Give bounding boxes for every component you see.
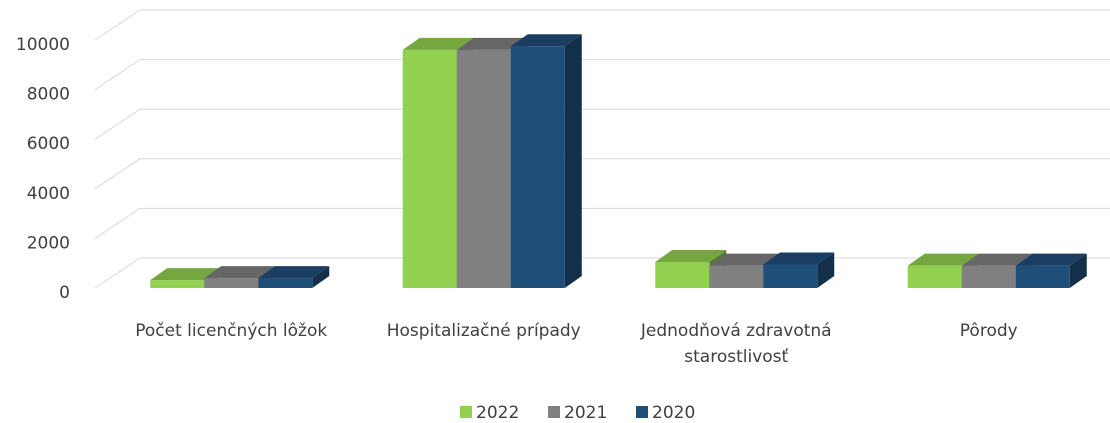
y-tick-label: 10000 bbox=[16, 35, 70, 55]
grid-line bbox=[94, 59, 1110, 91]
legend-label: 2021 bbox=[564, 403, 607, 423]
bar-face bbox=[204, 266, 276, 279]
bar-face bbox=[564, 34, 582, 289]
bar-face bbox=[709, 253, 781, 266]
legend-label: 2022 bbox=[476, 403, 519, 423]
bar bbox=[961, 253, 1033, 288]
bar bbox=[510, 34, 582, 289]
legend-label: 2020 bbox=[652, 403, 695, 423]
x-tick-label: Počet licenčných lôžok bbox=[135, 321, 328, 341]
grid-line bbox=[94, 108, 1110, 140]
bar-face bbox=[150, 268, 222, 281]
bar-face bbox=[456, 37, 528, 50]
bar-face bbox=[258, 266, 330, 279]
bar-face bbox=[1015, 253, 1087, 266]
x-tick-label: Hospitalizačné prípady bbox=[386, 321, 581, 341]
bar-face bbox=[907, 253, 979, 266]
bar-face bbox=[709, 265, 764, 288]
grid-line bbox=[94, 158, 1110, 190]
grid-line bbox=[94, 9, 1110, 41]
bar-face bbox=[655, 249, 727, 262]
bar bbox=[763, 252, 835, 288]
bar-face bbox=[907, 265, 962, 288]
bar-face bbox=[402, 37, 474, 50]
legend-swatch bbox=[460, 406, 472, 418]
bar-face bbox=[817, 252, 835, 288]
bar bbox=[1015, 253, 1087, 288]
bar-face bbox=[150, 280, 205, 288]
bar-face bbox=[1069, 253, 1087, 288]
legend-swatch bbox=[636, 406, 648, 418]
bar-face bbox=[961, 253, 1033, 266]
y-tick-label: 2000 bbox=[27, 233, 70, 253]
bar-face bbox=[312, 266, 330, 288]
bar-face bbox=[1015, 265, 1070, 288]
y-tick-label: 6000 bbox=[27, 134, 70, 154]
bar-face bbox=[402, 49, 457, 288]
bar-face bbox=[258, 278, 313, 288]
bar bbox=[258, 266, 330, 288]
x-tick-label: Pôrody bbox=[959, 321, 1018, 341]
bar-face bbox=[456, 49, 511, 288]
bar-face bbox=[655, 261, 710, 288]
y-tick-label: 4000 bbox=[27, 184, 70, 204]
grid-line bbox=[94, 207, 1110, 239]
x-tick-label: Jednodňová zdravotná starostlivosť bbox=[640, 321, 832, 367]
bar-face bbox=[961, 265, 1016, 288]
bar-face bbox=[510, 46, 565, 289]
bar-face bbox=[204, 278, 259, 288]
bar-face bbox=[510, 34, 582, 47]
legend-swatch bbox=[548, 406, 560, 418]
bar-face bbox=[763, 252, 835, 265]
y-tick-label: 8000 bbox=[27, 85, 70, 105]
bar-face bbox=[763, 264, 818, 288]
y-tick-label: 0 bbox=[59, 283, 70, 303]
